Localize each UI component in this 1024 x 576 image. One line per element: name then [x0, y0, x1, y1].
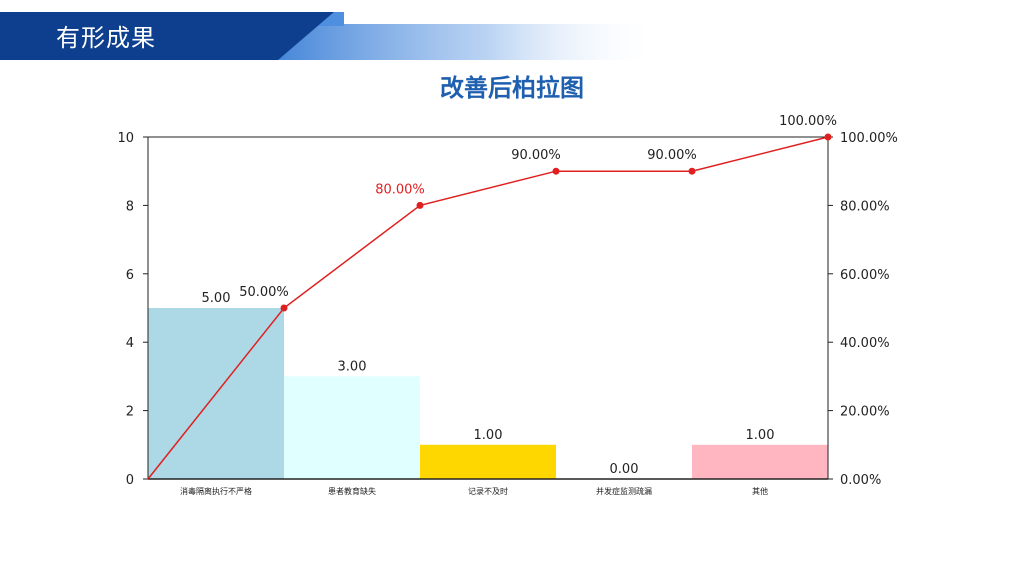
- y-tick-label-3: 6: [126, 268, 134, 283]
- header-accent-triangle: [318, 12, 344, 26]
- header-main-band: [0, 12, 334, 60]
- y2-tick-label-2: 40.00%: [840, 336, 890, 351]
- cumulative-line: [147, 136, 829, 480]
- y2-tick-label-5: 100.00%: [840, 131, 898, 146]
- y-tick-label-4: 8: [126, 199, 134, 214]
- y2-tick-label-1: 20.00%: [840, 405, 890, 420]
- bar-value-label-3: 0.00: [610, 462, 639, 477]
- cumulative-point-3: [552, 167, 560, 175]
- y-tick-label-0: 0: [126, 473, 134, 488]
- header-fade-stripe: [276, 24, 660, 60]
- y-tick-label-5: 10: [117, 131, 134, 146]
- header-title: 有形成果: [56, 24, 156, 52]
- cumulative-label-4: 90.00%: [647, 148, 697, 163]
- bar-value-label-2: 1.00: [474, 428, 503, 443]
- x-tick-label-1: 患者教育缺失: [328, 486, 376, 496]
- y-tick-label-1: 2: [126, 405, 134, 420]
- cumulative-label-5: 100.00%: [779, 114, 837, 129]
- cumulative-point-5: [824, 133, 832, 141]
- cumulative-label-3: 90.00%: [511, 148, 561, 163]
- y2-tick-label-4: 80.00%: [840, 199, 890, 214]
- bar-4: [692, 444, 828, 479]
- bar-value-label-1: 3.00: [338, 359, 367, 374]
- bar-value-label-4: 1.00: [746, 428, 775, 443]
- chart-title: 改善后柏拉图: [440, 74, 584, 102]
- header-band: [0, 12, 660, 60]
- cumulative-point-2: [416, 201, 424, 209]
- x-tick-label-0: 消毒隔离执行不严格: [180, 486, 252, 496]
- bar-1: [284, 376, 420, 479]
- bar-2: [420, 444, 556, 479]
- bar-value-label-0: 5.00: [202, 291, 231, 306]
- y2-tick-label-0: 0.00%: [840, 473, 881, 488]
- cumulative-point-1: [280, 304, 288, 312]
- y-tick-label-2: 4: [126, 336, 134, 351]
- cumulative-label-1: 50.00%: [239, 285, 289, 300]
- cumulative-point-4: [688, 167, 696, 175]
- x-tick-label-2: 记录不及时: [468, 486, 508, 496]
- y2-tick-label-3: 60.00%: [840, 268, 890, 283]
- x-tick-label-4: 其他: [752, 486, 768, 496]
- cumulative-label-2: 80.00%: [375, 182, 425, 197]
- x-tick-label-3: 并发症监测疏漏: [596, 486, 652, 496]
